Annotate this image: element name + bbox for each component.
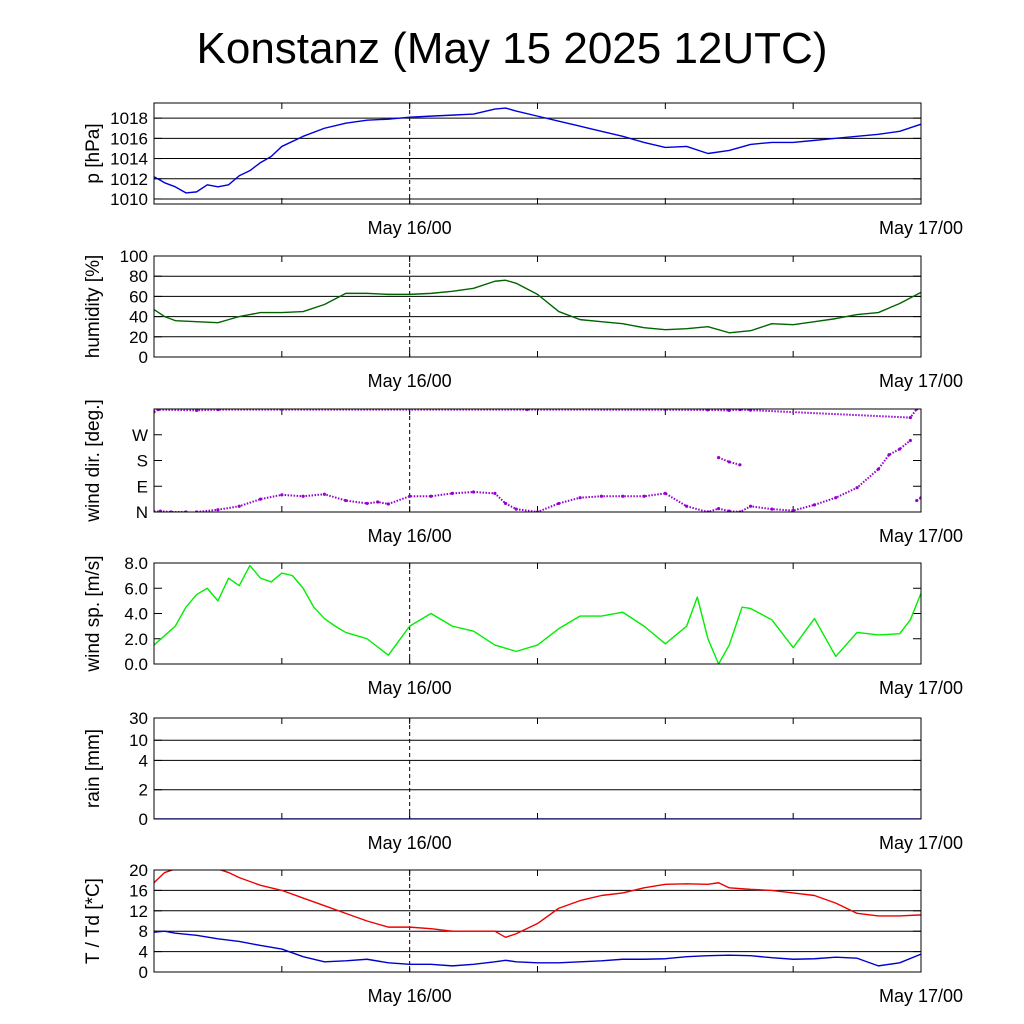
page-title: Konstanz (May 15 2025 12UTC) bbox=[196, 24, 828, 73]
humidity-xtick-label: May 16/00 bbox=[368, 371, 452, 391]
rain-ytick-label: 4 bbox=[139, 751, 148, 770]
rain-ytick-label: 2 bbox=[139, 781, 148, 800]
temperature-ytick-label: 12 bbox=[129, 902, 148, 921]
pressure-ytick-label: 1012 bbox=[110, 170, 148, 189]
temperature-xtick-label: May 17/00 bbox=[879, 986, 963, 1006]
temperature-xtick-label: May 16/00 bbox=[368, 986, 452, 1006]
rain-axis-label: rain [mm] bbox=[83, 729, 104, 808]
pressure-ytick-label: 1014 bbox=[110, 150, 148, 169]
wind-dir-series-0 bbox=[195, 438, 912, 512]
humidity-ytick-label: 80 bbox=[129, 267, 148, 286]
wind-speed-ytick-label: 0.0 bbox=[124, 655, 148, 674]
humidity-frame bbox=[153, 255, 922, 358]
pressure-ytick-label: 1016 bbox=[110, 129, 148, 148]
wind-speed-ytick-label: 6.0 bbox=[124, 579, 148, 598]
wind-dir-series-3 bbox=[716, 456, 742, 467]
humidity-ytick-label: 20 bbox=[129, 328, 148, 347]
rain-frame bbox=[153, 717, 922, 820]
wind-dir-ytick-label: W bbox=[132, 426, 148, 445]
wind-dir-point bbox=[908, 438, 912, 443]
rain-xtick-label: May 16/00 bbox=[368, 833, 452, 853]
temperature-series-line bbox=[154, 930, 921, 967]
wind-dir-xtick-label: May 17/00 bbox=[879, 526, 963, 546]
wind-speed-axis-label: wind sp. [m/s] bbox=[83, 555, 104, 672]
pressure-frame bbox=[153, 102, 922, 205]
humidity-axis-label: humidity [%] bbox=[83, 255, 104, 358]
wind-speed-ytick-label: 2.0 bbox=[124, 630, 148, 649]
wind-speed-xtick-label: May 16/00 bbox=[368, 678, 452, 698]
wind-dir-series-2 bbox=[154, 409, 919, 420]
rain-ytick-label: 0 bbox=[139, 810, 148, 829]
wind-dir-series-line bbox=[154, 510, 186, 512]
pressure-xtick-label: May 16/00 bbox=[368, 218, 452, 238]
wind-speed-series-line bbox=[154, 564, 921, 664]
pressure-series-line bbox=[154, 107, 921, 194]
pressure-xtick-label: May 17/00 bbox=[879, 218, 963, 238]
temperature-ytick-label: 0 bbox=[139, 963, 148, 982]
wind-dir-series-line bbox=[196, 439, 911, 512]
pressure-ytick-label: 1018 bbox=[110, 109, 148, 128]
rain-ytick-label: 10 bbox=[129, 731, 148, 750]
humidity-series-line bbox=[154, 279, 921, 334]
temperature-ytick-label: 16 bbox=[129, 881, 148, 900]
humidity-ytick-label: 40 bbox=[129, 308, 148, 327]
temperature-ytick-label: 4 bbox=[139, 943, 148, 962]
rain-xtick-label: May 17/00 bbox=[879, 833, 963, 853]
temperature-series-line bbox=[154, 870, 921, 939]
wind-dir-ytick-label: E bbox=[137, 477, 148, 496]
pressure-ytick-label: 1010 bbox=[110, 190, 148, 209]
wind-speed-frame bbox=[153, 562, 922, 665]
pressure-axis-label: p [hPa] bbox=[83, 123, 104, 183]
humidity-xtick-label: May 17/00 bbox=[879, 371, 963, 391]
temperature-axis-label: T / Td [*C] bbox=[83, 878, 104, 964]
humidity-ytick-label: 100 bbox=[120, 247, 148, 266]
wind-dir-series-line bbox=[154, 409, 918, 419]
rain-ytick-label: 30 bbox=[129, 709, 148, 728]
wind-speed-ytick-label: 8.0 bbox=[124, 554, 148, 573]
temperature-ytick-label: 20 bbox=[129, 861, 148, 880]
wind-speed-xtick-label: May 17/00 bbox=[879, 678, 963, 698]
wind-dir-ytick-label: N bbox=[136, 503, 148, 522]
wind-dir-series-line bbox=[916, 496, 921, 502]
humidity-ytick-label: 0 bbox=[139, 348, 148, 367]
temperature-frame bbox=[153, 869, 922, 973]
wind-dir-ytick-label: S bbox=[137, 452, 148, 471]
wind-dir-axis-label: wind dir. [deg.] bbox=[83, 399, 104, 523]
wind-speed-ytick-label: 4.0 bbox=[124, 605, 148, 624]
humidity-ytick-label: 60 bbox=[129, 287, 148, 306]
wind-dir-xtick-label: May 16/00 bbox=[368, 526, 452, 546]
wind-dir-series-line bbox=[718, 456, 741, 466]
wind-dir-frame bbox=[153, 408, 922, 513]
temperature-ytick-label: 8 bbox=[139, 922, 148, 941]
